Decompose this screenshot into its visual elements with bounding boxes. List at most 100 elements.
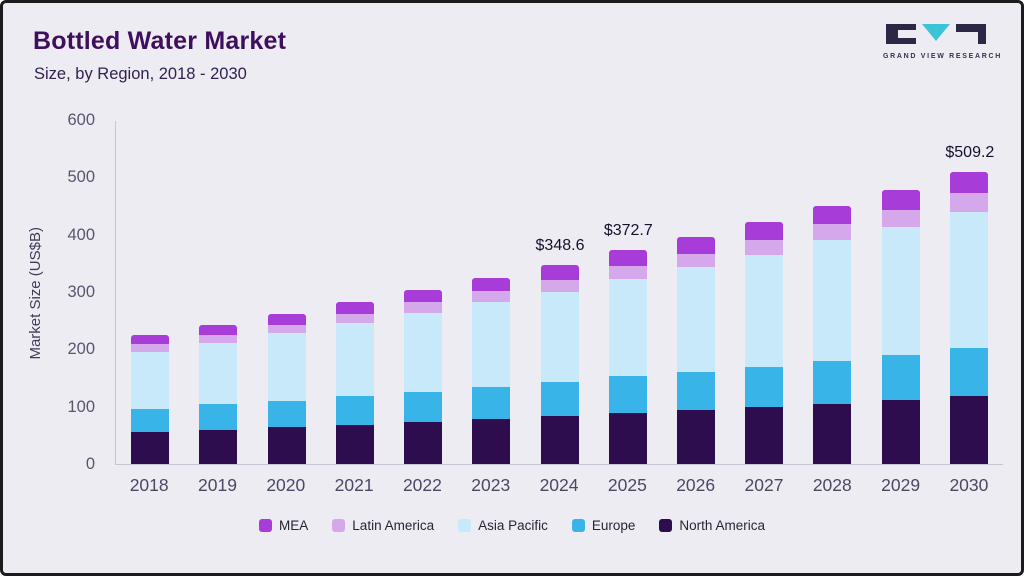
- bar-stack: [199, 325, 238, 464]
- segment-latin-america: [881, 210, 920, 228]
- bar-stack: [335, 302, 374, 464]
- y-axis: 0 100 200 300 400 500 600: [43, 111, 105, 473]
- legend-item-mea: MEA: [259, 518, 308, 533]
- bar-2027: [730, 121, 798, 464]
- bar-stack: [267, 313, 306, 464]
- segment-asia-pacific: [540, 292, 579, 383]
- segment-north-america: [949, 396, 988, 464]
- bar-2024: [525, 121, 593, 464]
- bar-2022: [389, 121, 457, 464]
- segment-europe: [131, 408, 170, 433]
- y-axis-tick-label: 200: [67, 340, 95, 359]
- chart-subtitle: Size, by Region, 2018 - 2030: [34, 65, 247, 83]
- bar-stack: [813, 206, 852, 464]
- legend-item-latin-america: Latin America: [332, 518, 434, 533]
- segment-mea: [131, 335, 170, 345]
- segment-asia-pacific: [813, 240, 852, 361]
- segment-north-america: [745, 406, 784, 464]
- segment-mea: [608, 250, 647, 267]
- logo-text: GRAND VIEW RESEARCH: [883, 53, 1003, 60]
- bar-2020: [252, 121, 320, 464]
- x-axis-tick-label: 2026: [676, 475, 716, 495]
- segment-asia-pacific: [131, 351, 170, 409]
- segment-europe: [335, 396, 374, 426]
- bar-2025: [594, 121, 662, 464]
- bar-stack: [608, 250, 647, 464]
- plot-area: $348.6 $372.7 $509.2: [115, 121, 1003, 465]
- segment-asia-pacific: [335, 322, 374, 397]
- legend: MEA Latin America Asia Pacific Europe North …: [3, 518, 1021, 533]
- segment-latin-america: [813, 224, 852, 241]
- bar-stack: [881, 190, 920, 464]
- legend-swatch-asia-pacific: [458, 519, 472, 532]
- bar-stack: [404, 290, 443, 464]
- y-axis-tick-label: 300: [67, 283, 95, 301]
- segment-mea: [813, 206, 852, 225]
- segment-mea: [676, 237, 715, 254]
- legend-swatch-north-america: [659, 519, 673, 532]
- x-axis-tick-label: 2029: [881, 475, 921, 495]
- bar-2018: [116, 121, 184, 464]
- y-axis-tick-label: 400: [67, 225, 95, 244]
- bar-2023: [457, 121, 525, 464]
- y-axis-tick-label: 0: [85, 455, 95, 473]
- bar-2026: [662, 121, 730, 464]
- bar-2019: [184, 121, 252, 464]
- segment-latin-america: [267, 324, 306, 334]
- segment-mea: [404, 290, 443, 303]
- segment-mea: [199, 325, 238, 336]
- bar-stack: [131, 335, 170, 464]
- value-label-2030: $509.2: [945, 144, 995, 162]
- x-axis-tick-label: 2021: [334, 475, 374, 495]
- x-axis-tick-label: 2020: [266, 475, 306, 495]
- segment-asia-pacific: [949, 211, 988, 348]
- segment-asia-pacific: [267, 333, 306, 401]
- bar-stack: [540, 264, 579, 464]
- segment-north-america: [676, 409, 715, 464]
- bars-container: [116, 121, 1003, 464]
- segment-latin-america: [335, 313, 374, 323]
- segment-north-america: [540, 415, 579, 464]
- segment-europe: [608, 376, 647, 413]
- segment-asia-pacific: [881, 227, 920, 355]
- segment-mea: [949, 172, 988, 194]
- legend-label: Latin America: [352, 518, 435, 533]
- value-label-2024: $348.6: [535, 236, 585, 254]
- segment-europe: [267, 400, 306, 428]
- segment-mea: [472, 277, 511, 291]
- segment-latin-america: [949, 193, 988, 212]
- segment-mea: [540, 264, 579, 280]
- legend-swatch-mea: [259, 519, 273, 532]
- segment-north-america: [608, 412, 647, 464]
- x-axis-tick-label: 2025: [607, 475, 647, 495]
- segment-north-america: [199, 429, 238, 464]
- segment-asia-pacific: [472, 301, 511, 387]
- y-axis-tick-label: 600: [67, 111, 95, 129]
- legend-swatch-europe: [571, 519, 585, 532]
- segment-latin-america: [199, 335, 238, 344]
- segment-europe: [676, 371, 715, 410]
- segment-europe: [813, 360, 852, 404]
- legend-item-north-america: North America: [659, 518, 765, 533]
- y-axis-tick-label: 100: [67, 397, 95, 416]
- logo: GRAND VIEW RESEARCH: [883, 23, 1003, 60]
- segment-asia-pacific: [199, 343, 238, 405]
- bar-2029: [867, 121, 935, 464]
- legend-label: Asia Pacific: [478, 518, 548, 533]
- bar-stack: [472, 277, 511, 464]
- y-axis-title: Market Size (US$B): [27, 226, 44, 360]
- segment-latin-america: [540, 280, 579, 293]
- segment-asia-pacific: [608, 278, 647, 377]
- segment-europe: [199, 404, 238, 430]
- legend-label: MEA: [279, 518, 309, 533]
- legend-swatch-latin-america: [332, 519, 346, 532]
- value-label-2025: $372.7: [603, 222, 653, 240]
- x-axis-tick-label: 2019: [198, 475, 237, 495]
- segment-europe: [949, 347, 988, 397]
- x-axis-tick-label: 2023: [471, 475, 511, 495]
- segment-latin-america: [676, 253, 715, 268]
- segment-north-america: [131, 432, 170, 464]
- segment-latin-america: [404, 302, 443, 313]
- legend-item-europe: Europe: [571, 518, 635, 533]
- segment-europe: [404, 391, 443, 423]
